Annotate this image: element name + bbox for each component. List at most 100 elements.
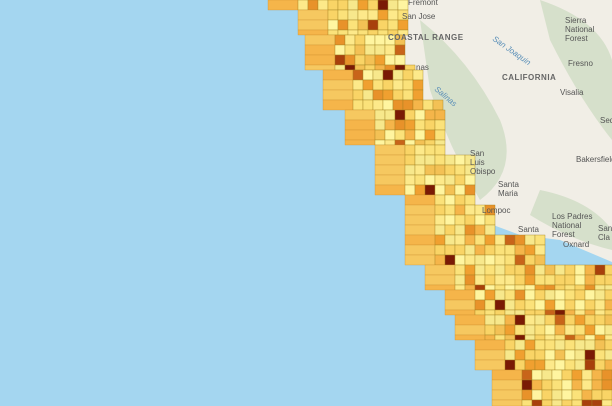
- grid-cell: [594, 349, 606, 361]
- grid-cell: [524, 314, 536, 326]
- grid-cell: [334, 64, 346, 71]
- grid-cell: [524, 234, 536, 246]
- grid-cell: [404, 174, 416, 186]
- place-label: Cla: [598, 233, 611, 242]
- grid-cell: [354, 34, 366, 46]
- grid-cell: [574, 359, 586, 371]
- grid-cell: [514, 264, 526, 276]
- grid-cell: [564, 309, 576, 316]
- grid-cell: [554, 289, 566, 301]
- grid-cell: [454, 164, 466, 176]
- grid-cell: [534, 334, 546, 341]
- grid-cell: [397, 19, 409, 31]
- grid-cell: [354, 64, 366, 71]
- grid-cell: [494, 284, 506, 291]
- offshore-cell: [474, 359, 506, 371]
- grid-cell: [444, 254, 456, 266]
- grid-cell: [494, 254, 506, 266]
- grid-cell: [504, 339, 516, 351]
- grid-cell: [494, 334, 506, 341]
- offshore-cell: [404, 214, 436, 226]
- grid-cell: [534, 274, 546, 286]
- grid-cell: [564, 334, 576, 341]
- grid-cell: [504, 349, 516, 361]
- grid-cell: [534, 254, 546, 266]
- grid-cell: [434, 204, 446, 216]
- grid-cell: [364, 54, 376, 66]
- grid-cell: [604, 359, 612, 371]
- offshore-cell: [267, 0, 299, 11]
- grid-cell: [474, 214, 486, 226]
- grid-cell: [464, 184, 476, 196]
- place-label: National: [552, 221, 582, 230]
- grid-cell: [362, 79, 374, 91]
- grid-cell: [574, 314, 586, 326]
- grid-cell: [464, 214, 476, 226]
- grid-cell: [344, 34, 356, 46]
- grid-cell: [534, 359, 546, 371]
- grid-cell: [514, 349, 526, 361]
- grid-cell: [434, 144, 446, 156]
- grid-cell: [394, 54, 406, 66]
- grid-cell: [561, 389, 573, 401]
- grid-cell: [402, 89, 414, 101]
- grid-cell: [402, 99, 414, 111]
- grid-cell: [414, 139, 426, 146]
- grid-cell: [494, 274, 506, 286]
- grid-cell: [374, 129, 386, 141]
- offshore-cell: [304, 34, 336, 46]
- grid-cell: [474, 234, 486, 246]
- grid-cell: [524, 244, 536, 256]
- grid-cell: [554, 274, 566, 286]
- grid-cell: [394, 119, 406, 131]
- grid-cell: [554, 359, 566, 371]
- grid-cell: [541, 389, 553, 401]
- grid-cell: [494, 324, 506, 336]
- grid-cell: [524, 309, 536, 316]
- grid-cell: [521, 389, 533, 401]
- place-label: Santa: [518, 225, 539, 234]
- grid-cell: [367, 0, 379, 11]
- grid-cell: [584, 274, 596, 286]
- grid-cell: [534, 299, 546, 311]
- place-label: Santa: [498, 180, 519, 189]
- grid-cell: [414, 184, 426, 196]
- grid-cell: [504, 264, 516, 276]
- grid-cell: [404, 64, 416, 71]
- offshore-cell: [374, 144, 406, 156]
- grid-cell: [434, 119, 446, 131]
- grid-cell: [604, 274, 612, 286]
- offshore-cell: [491, 389, 523, 401]
- grid-cell: [404, 154, 416, 166]
- grid-cell: [514, 254, 526, 266]
- offshore-cell: [374, 164, 406, 176]
- grid-cell: [581, 369, 593, 381]
- grid-cell: [374, 34, 386, 46]
- grid-cell: [412, 99, 424, 111]
- grid-cell: [384, 119, 396, 131]
- grid-cell: [521, 379, 533, 391]
- grid-cell: [334, 34, 346, 46]
- grid-cell: [504, 324, 516, 336]
- grid-cell: [594, 299, 606, 311]
- grid-cell: [524, 289, 536, 301]
- offshore-cell: [404, 204, 436, 216]
- grid-cell: [327, 0, 339, 11]
- place-label: nas: [416, 63, 429, 72]
- offshore-cell: [297, 9, 329, 21]
- grid-cell: [544, 324, 556, 336]
- grid-cell: [352, 89, 364, 101]
- offshore-cell: [304, 54, 336, 66]
- grid-cell: [601, 389, 612, 401]
- grid-cell: [514, 334, 526, 341]
- grid-cell: [584, 339, 596, 351]
- grid-cell: [484, 224, 496, 236]
- grid-cell: [561, 379, 573, 391]
- place-label: Bakersfield: [576, 155, 612, 164]
- grid-cell: [474, 309, 486, 316]
- grid-cell: [377, 19, 389, 31]
- grid-cell: [551, 389, 563, 401]
- grid-cell: [424, 164, 436, 176]
- grid-cell: [484, 244, 496, 256]
